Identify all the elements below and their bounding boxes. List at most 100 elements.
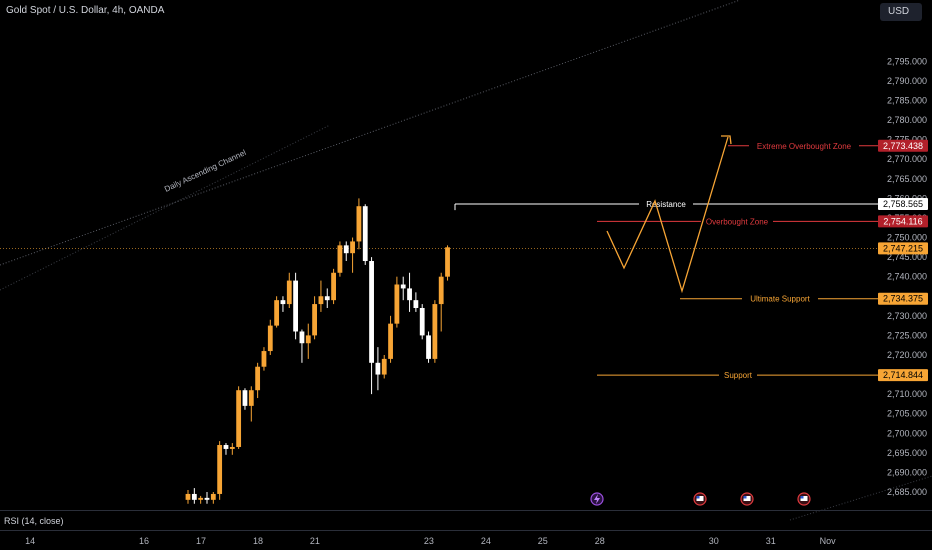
candle-body[interactable] <box>362 206 368 262</box>
current-price-tag-label: 2,747.215 <box>883 243 923 253</box>
projection-path[interactable] <box>606 136 729 294</box>
flag-canton <box>696 496 700 499</box>
projection-arrowhead <box>721 135 732 145</box>
price-tick-label: 2,705.000 <box>887 409 927 419</box>
candle-body[interactable] <box>407 288 412 301</box>
candle-body[interactable] <box>331 272 336 301</box>
candle-body[interactable] <box>343 245 349 254</box>
rsi-pane-divider[interactable] <box>0 510 932 511</box>
candle-body[interactable] <box>223 445 229 449</box>
price-tick-label: 2,785.000 <box>887 96 927 106</box>
candle-body[interactable] <box>337 245 343 273</box>
price-tick-label: 2,795.000 <box>887 56 927 66</box>
time-tick-label: 31 <box>766 536 776 546</box>
time-tick-label: 14 <box>25 536 35 546</box>
candle-body[interactable] <box>280 300 286 305</box>
time-tick-label: 28 <box>595 536 605 546</box>
level-label-bg <box>701 216 773 227</box>
candle-body[interactable] <box>324 296 330 301</box>
price-tick-label: 2,745.000 <box>887 252 927 262</box>
candle-body[interactable] <box>286 280 292 305</box>
candle-body[interactable] <box>413 300 419 308</box>
level-label-bg <box>719 370 757 381</box>
candle-body[interactable] <box>394 284 400 324</box>
candle-body[interactable] <box>299 331 305 344</box>
price-tick-label: 2,750.000 <box>887 233 927 243</box>
candle-body[interactable] <box>267 325 273 352</box>
level-label-bg <box>742 293 818 304</box>
time-tick-label: 25 <box>538 536 548 546</box>
candle-body[interactable] <box>274 300 280 326</box>
candle-body[interactable] <box>350 241 355 254</box>
candle-body[interactable] <box>445 247 450 277</box>
candle-body[interactable] <box>400 284 406 289</box>
price-tick-label: 2,725.000 <box>887 330 927 340</box>
candle-body[interactable] <box>210 493 216 500</box>
price-tick-label: 2,710.000 <box>887 389 927 399</box>
candle-body[interactable] <box>255 366 261 391</box>
time-tick-label: 23 <box>424 536 434 546</box>
support-tag <box>878 369 928 382</box>
rsi-indicator-label[interactable]: RSI (14, close) <box>4 516 64 526</box>
price-tick-label: 2,695.000 <box>887 448 927 458</box>
resistance-tag-label: 2,758.565 <box>883 199 923 209</box>
level-label: Overbought Zone <box>706 217 769 226</box>
flag-icon <box>743 496 751 501</box>
candle-body[interactable] <box>293 280 299 332</box>
level-label-bg <box>639 198 693 209</box>
candle-body[interactable] <box>204 497 210 500</box>
level-label: Support <box>724 371 753 380</box>
candle-body[interactable] <box>229 446 235 449</box>
channel-lower-line <box>0 124 331 291</box>
candle-body[interactable] <box>261 351 267 367</box>
flag-canton <box>800 496 804 499</box>
price-tick-label: 2,790.000 <box>887 76 927 86</box>
candle-body[interactable] <box>388 323 393 359</box>
candle-body[interactable] <box>375 362 381 375</box>
price-tick-label: 2,775.000 <box>887 135 927 145</box>
candle-body[interactable] <box>432 304 438 359</box>
price-tick-label: 2,685.000 <box>887 487 927 497</box>
time-tick-label: 21 <box>310 536 320 546</box>
current-price-tag <box>878 242 928 255</box>
overbought-tag-label: 2,754.116 <box>883 216 922 226</box>
candle-body[interactable] <box>236 390 242 447</box>
time-tick-label: 18 <box>253 536 263 546</box>
candle-body[interactable] <box>185 493 191 500</box>
level-label: Resistance <box>646 200 686 209</box>
candle-body[interactable] <box>369 261 374 363</box>
candle-body[interactable] <box>242 390 248 406</box>
flag-canton <box>743 496 747 499</box>
candle-body[interactable] <box>419 307 425 336</box>
candle-body[interactable] <box>248 390 254 406</box>
extreme-overbought-tag-label: 2,773.438 <box>883 141 923 151</box>
candle-body[interactable] <box>438 276 444 305</box>
lightning-icon <box>594 494 600 504</box>
time-tick-label: 24 <box>481 536 491 546</box>
price-tick-label: 2,700.000 <box>887 428 927 438</box>
candle-body[interactable] <box>381 358 387 375</box>
channel-bottom-line <box>789 475 932 521</box>
time-axis-divider <box>0 530 932 531</box>
candle-body[interactable] <box>198 497 204 500</box>
price-tick-label: 2,720.000 <box>887 350 927 360</box>
price-tick-label: 2,730.000 <box>887 311 927 321</box>
channel-label: Daily Ascending Channel <box>163 148 248 194</box>
support-tag-label: 2,714.844 <box>883 370 923 380</box>
candle-body[interactable] <box>217 445 223 494</box>
candle-body[interactable] <box>191 493 197 500</box>
price-tick-label: 2,690.000 <box>887 467 927 477</box>
level-label-bg <box>749 140 859 151</box>
extreme-overbought-tag <box>878 139 928 152</box>
candle-body[interactable] <box>305 335 311 344</box>
candle-body[interactable] <box>312 304 317 336</box>
candle-body[interactable] <box>426 335 431 359</box>
flag-icon <box>696 496 704 501</box>
currency-selector[interactable]: USD <box>880 3 922 21</box>
ultimate-support-tag <box>878 292 928 305</box>
flag-icon <box>800 496 808 501</box>
candle-body[interactable] <box>356 206 362 242</box>
candle-body[interactable] <box>318 296 324 305</box>
channel-upper-line[interactable] <box>0 0 741 266</box>
